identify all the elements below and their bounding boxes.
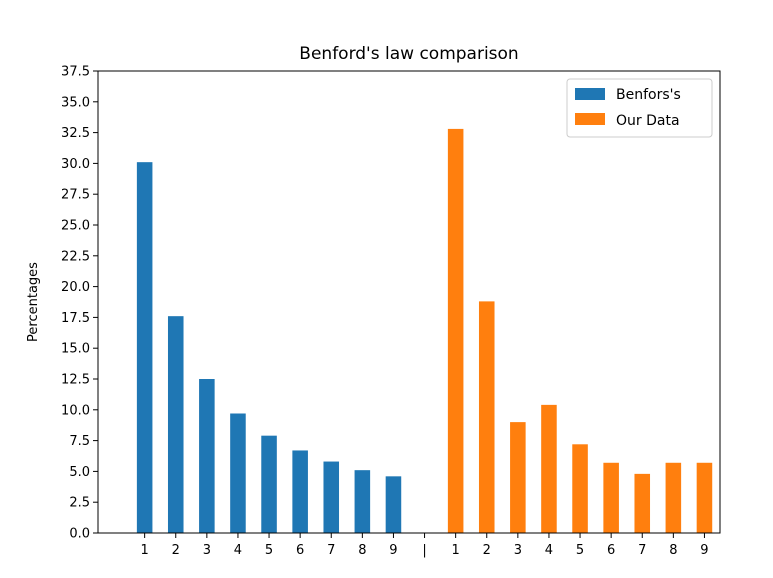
y-tick-label: 17.5: [61, 311, 90, 326]
y-tick-label: 2.5: [69, 496, 90, 511]
legend-label-benford: Benfors's: [616, 87, 681, 103]
benford-bar-9: [385, 476, 402, 533]
y-tick-label: 0.0: [69, 527, 90, 542]
y-tick-label: 12.5: [61, 373, 90, 388]
y-tick-label: 32.5: [61, 126, 90, 141]
benford-bar-1: [136, 162, 153, 533]
our-data-bar-1: [447, 128, 464, 534]
x-tick-label: 4: [545, 543, 553, 558]
x-tick-label: 8: [358, 543, 366, 558]
y-tick-label: 10.0: [61, 403, 90, 418]
benford-bar-7: [323, 461, 340, 533]
our-data-bar-8: [665, 462, 682, 533]
legend-swatch-our-data: [575, 113, 605, 125]
y-tick-label: 5.0: [69, 465, 90, 480]
x-tick-label: |: [422, 543, 426, 558]
bars: [136, 128, 713, 534]
x-axis-ticks: 1 2 3 4 5 6 7 8 9 | 1 2 3 4 5 6 7 8 9: [141, 533, 709, 558]
x-tick-label: 9: [389, 543, 397, 558]
our-data-bar-3: [510, 422, 526, 533]
x-tick-label: 1: [452, 543, 460, 558]
legend-swatch-benford: [575, 88, 605, 100]
benford-bar-8: [354, 470, 371, 533]
x-tick-label: 2: [483, 543, 491, 558]
y-tick-label: 22.5: [61, 249, 90, 264]
legend: Benfors's Our Data: [566, 78, 713, 138]
our-data-bar-6: [603, 462, 619, 533]
chart-title: Benford's law comparison: [299, 44, 518, 64]
benford-bar-3: [199, 379, 215, 533]
x-tick-label: 1: [141, 543, 149, 558]
benford-bar-2: [167, 316, 184, 533]
our-data-bar-4: [541, 404, 557, 533]
y-tick-label: 27.5: [61, 188, 90, 203]
our-data-bar-9: [696, 462, 713, 533]
x-tick-label: 5: [576, 543, 584, 558]
y-tick-label: 35.0: [61, 95, 90, 110]
x-tick-label: 8: [669, 543, 677, 558]
y-tick-label: 37.5: [61, 65, 90, 80]
x-tick-label: 2: [172, 543, 180, 558]
y-axis-label: Percentages: [26, 262, 41, 342]
x-tick-label: 6: [296, 543, 304, 558]
x-tick-label: 3: [203, 543, 211, 558]
our-data-bar-5: [572, 444, 588, 533]
y-tick-label: 30.0: [61, 157, 90, 172]
our-data-bar-7: [634, 473, 651, 533]
plot-frame: [97, 70, 721, 534]
y-tick-label: 15.0: [61, 342, 90, 357]
our-data-bar-2: [478, 301, 495, 533]
y-tick-label: 25.0: [61, 219, 90, 234]
benford-bar-4: [230, 413, 246, 533]
y-axis-ticks: 0.0 2.5 5.0 7.5 10.0 12.5 15.0 17.5 20.0 22.5 25.0…: [61, 65, 98, 542]
x-tick-label: 4: [234, 543, 242, 558]
x-tick-label: 7: [638, 543, 646, 558]
x-tick-label: 9: [700, 543, 708, 558]
x-tick-label: 5: [265, 543, 273, 558]
benford-bar-5: [261, 435, 277, 533]
x-tick-label: 7: [327, 543, 335, 558]
y-tick-label: 20.0: [61, 280, 90, 295]
x-tick-label: 6: [607, 543, 615, 558]
benford-bar-6: [292, 450, 308, 533]
legend-label-our-data: Our Data: [616, 113, 680, 129]
x-tick-label: 3: [514, 543, 522, 558]
y-tick-label: 7.5: [69, 434, 90, 449]
